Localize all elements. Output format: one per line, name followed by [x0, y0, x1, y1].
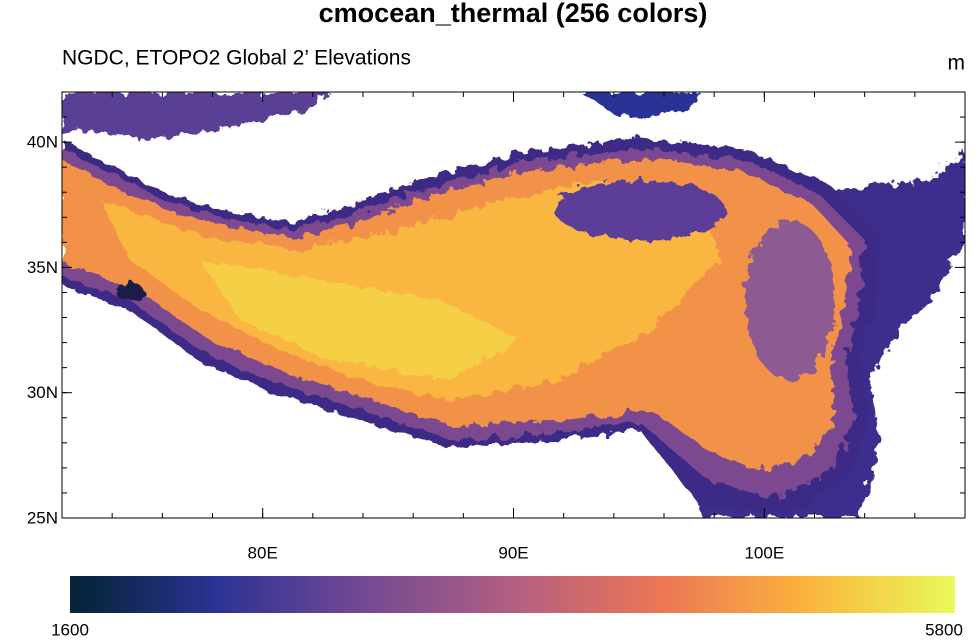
y-tick-label: 30N — [27, 383, 58, 402]
colorbar — [70, 576, 955, 613]
x-tick-label: 100E — [744, 543, 784, 562]
title: cmocean_thermal (256 colors) — [319, 0, 708, 28]
y-tick-label: 40N — [27, 133, 58, 152]
x-tick-label: 80E — [248, 543, 278, 562]
y-tick-label: 35N — [27, 258, 58, 277]
colorbar-label: 1600 — [51, 620, 89, 639]
units-label: m — [948, 52, 966, 75]
subtitle: NGDC, ETOPO2 Global 2’ Elevations — [62, 47, 411, 70]
elevation-field — [62, 92, 965, 518]
colorbar-label: 5800 — [925, 620, 963, 639]
y-tick-label: 25N — [27, 508, 58, 527]
x-tick-label: 90E — [498, 543, 528, 562]
